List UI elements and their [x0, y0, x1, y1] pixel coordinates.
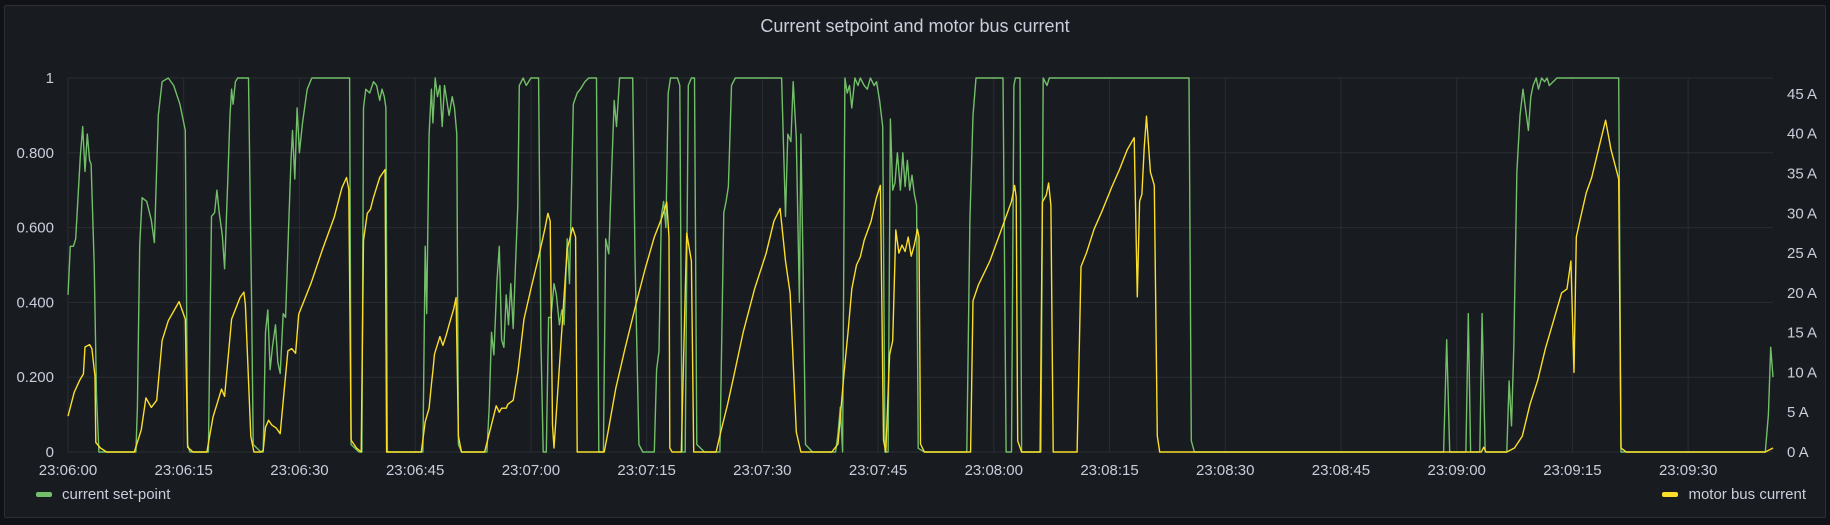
y-left-tick-label: 1 — [46, 70, 54, 87]
x-tick-label: 23:06:00 — [39, 462, 97, 479]
y-axis-right: 0 A 5 A 10 A 15 A 20 A 25 A 30 A 35 A 40 A 45 A — [1787, 86, 1817, 461]
x-tick-label: 23:08:45 — [1312, 462, 1370, 479]
y-right-tick-label: 10 A — [1787, 364, 1817, 381]
y-right-tick-label: 15 A — [1787, 325, 1817, 342]
legend-swatch-bus-current — [1662, 492, 1679, 497]
x-tick-label: 23:07:15 — [617, 462, 675, 479]
legend-item-current-set-point[interactable]: current set-point — [36, 486, 170, 503]
x-tick-label: 23:08:00 — [965, 462, 1023, 479]
x-tick-label: 23:06:15 — [155, 462, 213, 479]
y-right-tick-label: 0 A — [1787, 444, 1809, 461]
x-tick-label: 23:07:00 — [502, 462, 560, 479]
y-right-tick-label: 30 A — [1787, 205, 1817, 222]
x-tick-label: 23:08:30 — [1196, 462, 1254, 479]
y-axis-left: 0 0.200 0.400 0.600 0.800 1 — [16, 70, 54, 461]
x-tick-label: 23:09:15 — [1543, 462, 1601, 479]
y-right-tick-label: 45 A — [1787, 86, 1817, 103]
y-right-tick-label: 35 A — [1787, 165, 1817, 182]
legend-item-motor-bus-current[interactable]: motor bus current — [1662, 486, 1806, 503]
y-left-tick-label: 0.200 — [16, 369, 54, 386]
x-tick-label: 23:07:45 — [849, 462, 907, 479]
series-layer — [67, 77, 1774, 453]
x-tick-label: 23:09:30 — [1659, 462, 1717, 479]
y-left-tick-label: 0.400 — [16, 294, 54, 311]
x-tick-label: 23:07:30 — [733, 462, 791, 479]
x-tick-label: 23:08:15 — [1080, 462, 1138, 479]
y-right-tick-label: 25 A — [1787, 245, 1817, 262]
x-axis: 23:06:00 23:06:15 23:06:30 23:06:45 23:07:00… — [39, 462, 1718, 479]
x-tick-label: 23:06:45 — [386, 462, 444, 479]
panel-title: Current setpoint and motor bus current — [760, 16, 1070, 36]
y-right-tick-label: 20 A — [1787, 285, 1817, 302]
x-tick-label: 23:06:30 — [270, 462, 328, 479]
y-left-tick-label: 0.600 — [16, 220, 54, 237]
y-left-tick-label: 0 — [46, 444, 54, 461]
y-right-tick-label: 40 A — [1787, 126, 1817, 143]
y-left-tick-label: 0.800 — [16, 145, 54, 162]
legend-label-setpoint: current set-point — [62, 486, 171, 503]
legend-label-bus-current: motor bus current — [1688, 486, 1806, 503]
y-right-tick-label: 5 A — [1787, 404, 1809, 421]
legend-swatch-setpoint — [36, 492, 52, 497]
x-tick-label: 23:09:00 — [1427, 462, 1485, 479]
series-line-motor-bus-current — [67, 115, 1774, 453]
